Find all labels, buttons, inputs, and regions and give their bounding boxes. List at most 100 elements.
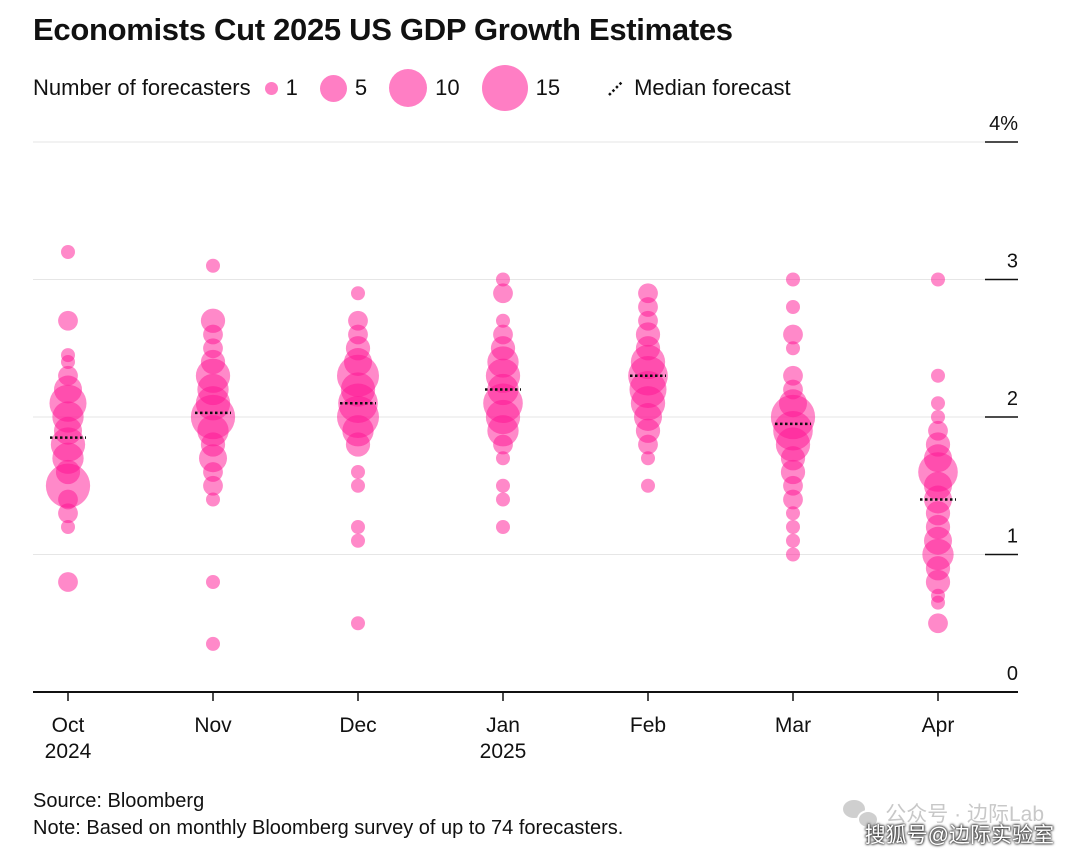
y-tick-label: 0 [1007, 663, 1018, 685]
x-tick-label: Jan [486, 714, 520, 737]
forecast-dot [780, 459, 806, 485]
forecast-dot [925, 569, 951, 595]
forecast-dot [195, 358, 231, 393]
forecast-dot [348, 310, 368, 331]
forecast-dot [351, 286, 365, 301]
x-tick-label: Feb [630, 714, 666, 737]
forecast-dot [493, 283, 513, 304]
x-tick-label: Apr [922, 714, 955, 737]
forecast-dot [786, 300, 800, 314]
wechat-icon [843, 800, 880, 829]
axes: 0 1 2 3 4% Oct 2024 Nov Dec Jan 2025 Feb Mar Apr [33, 113, 1018, 763]
forecast-dot [50, 427, 86, 462]
legend-dot-5 [319, 74, 347, 102]
forecast-dot [351, 616, 365, 631]
forecast-dot [206, 258, 220, 273]
forecast-dot [931, 410, 945, 424]
x-tick-label: Nov [194, 714, 232, 737]
forecast-dot [351, 478, 365, 493]
forecast-dot [786, 520, 800, 534]
forecast-dot [351, 520, 365, 534]
forecast-dot [638, 297, 658, 317]
forecast-dot [786, 506, 800, 521]
y-tick-label: 4% [989, 113, 1018, 135]
forecast-dot [922, 538, 954, 571]
forecast-dot [931, 368, 945, 383]
forecast-dot [58, 310, 78, 331]
forecast-dot [200, 308, 226, 333]
legend-size-15: 15 [481, 65, 561, 111]
x-tick-sublabel: 2025 [480, 740, 527, 763]
forecast-dot [61, 245, 75, 259]
x-tick-sublabel: 2024 [45, 740, 92, 763]
y-tick-label: 2 [1007, 388, 1018, 410]
forecast-dot [770, 394, 816, 440]
forecast-dot [206, 492, 220, 507]
forecast-dot [496, 451, 510, 466]
legend-dot-15 [481, 65, 528, 111]
median-line-icon [608, 80, 624, 96]
forecast-dot [58, 503, 78, 524]
forecast-dot [786, 272, 800, 287]
forecast-dot [786, 547, 800, 562]
forecast-dots [45, 245, 958, 651]
forecast-dot [45, 463, 91, 508]
forecast-dot [496, 478, 510, 493]
forecast-dot [199, 444, 227, 473]
forecast-dot [351, 533, 365, 548]
forecast-dot [783, 324, 803, 345]
legend-dot-1 [264, 81, 278, 95]
forecast-dot [496, 492, 510, 507]
legend-size-1: 1 [264, 75, 298, 101]
chart-plot: 0 1 2 3 4% Oct 2024 Nov Dec Jan 2025 Feb Mar Apr [33, 113, 1018, 763]
forecast-dot [61, 355, 75, 369]
forecast-dot [58, 572, 78, 592]
forecast-dot [496, 313, 510, 328]
forecast-dot [61, 520, 75, 534]
forecast-dot [786, 341, 800, 356]
forecast-dot [483, 383, 523, 424]
legend-size-label: 10 [435, 75, 460, 100]
forecast-dot [49, 384, 87, 422]
forecast-dot [931, 272, 945, 287]
forecast-dot [928, 613, 948, 634]
forecast-dot [783, 365, 803, 386]
x-tick-label: Dec [339, 714, 376, 737]
legend: Number of forecasters 1 5 10 15 Median f… [33, 65, 791, 111]
forecast-dot [496, 520, 510, 534]
forecast-dot [918, 452, 958, 492]
forecast-dot [628, 355, 668, 396]
forecast-dot [931, 595, 945, 610]
watermark-account: 公众号 · 边际Lab [843, 798, 1044, 829]
forecast-dot [337, 396, 379, 438]
y-tick-label: 3 [1007, 251, 1018, 273]
forecast-dot [638, 283, 658, 304]
footer: Source: Bloomberg Note: Based on monthly… [33, 788, 623, 842]
forecast-dot [641, 478, 655, 493]
forecast-dot [351, 465, 365, 479]
legend-median-label: Median forecast [634, 75, 791, 100]
forecast-dot [924, 485, 952, 514]
x-tick-label: Mar [775, 714, 811, 737]
chart-title: Economists Cut 2025 US GDP Growth Estima… [33, 12, 733, 47]
forecast-dot [786, 533, 800, 548]
forecast-dot [206, 636, 220, 651]
forecast-dot [485, 358, 521, 393]
forecast-dot [203, 475, 223, 496]
y-tick-label: 1 [1007, 526, 1018, 548]
legend-size-label: 5 [354, 75, 368, 100]
forecast-dot [206, 575, 220, 589]
survey-note: Note: Based on monthly Bloomberg survey … [33, 817, 624, 839]
forecast-dot [190, 394, 236, 440]
forecast-dot [337, 354, 379, 397]
forecast-dot [783, 489, 803, 510]
median-lines [50, 374, 956, 501]
watermark-sohu: 搜狐号@边际实验室 [864, 824, 1054, 847]
forecast-dot [931, 396, 945, 411]
forecast-dot [496, 272, 510, 287]
legend-size-label: 15 [535, 75, 561, 100]
legend-size-label: 1 [285, 75, 298, 100]
legend-median: Median forecast [606, 75, 791, 101]
x-tick-label: Oct [52, 714, 85, 737]
legend-label: Number of forecasters [33, 75, 251, 100]
